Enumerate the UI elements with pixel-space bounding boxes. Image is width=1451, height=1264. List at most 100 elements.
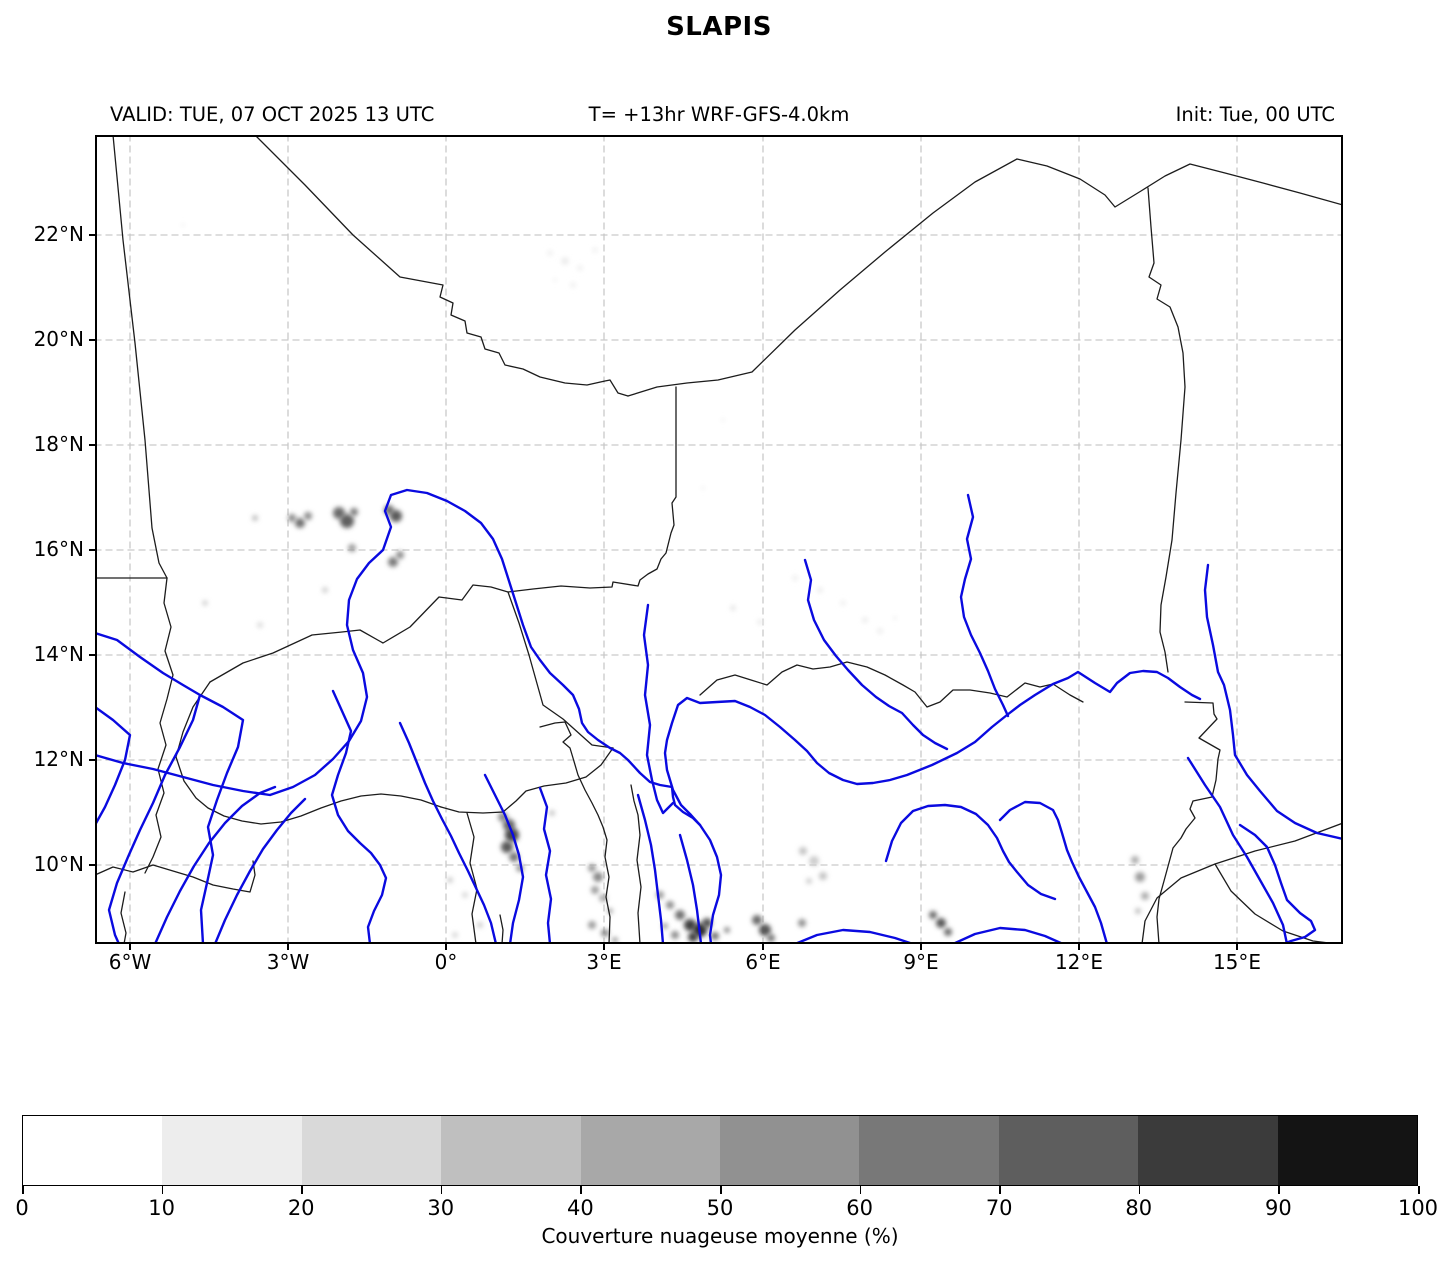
colorbar-tick-mark bbox=[580, 1186, 582, 1194]
grid-layer bbox=[95, 135, 1343, 944]
river bbox=[198, 693, 245, 944]
cloud-blob bbox=[477, 922, 483, 928]
x-tick-label: 3°E bbox=[586, 950, 622, 974]
cloud-blob bbox=[561, 257, 569, 265]
cloud-blob bbox=[792, 575, 798, 581]
river bbox=[1186, 756, 1289, 944]
cloud-blob bbox=[390, 510, 402, 522]
cloud-blob bbox=[570, 282, 576, 288]
river-layer bbox=[95, 488, 1343, 944]
river bbox=[959, 493, 1010, 718]
cloud-blob bbox=[671, 931, 679, 939]
colorbar-segment bbox=[441, 1116, 581, 1185]
colorbar-tick-label: 50 bbox=[706, 1196, 734, 1220]
cloud-blob bbox=[840, 600, 846, 606]
colorbar-tick-mark bbox=[720, 1186, 722, 1194]
x-tick-mark bbox=[1236, 944, 1238, 950]
country-border bbox=[507, 591, 614, 749]
cloud-blob bbox=[599, 894, 607, 902]
cloud-blob bbox=[721, 418, 725, 422]
cloud-blob bbox=[322, 587, 328, 593]
river bbox=[95, 631, 202, 944]
river bbox=[1203, 563, 1343, 841]
country-border bbox=[627, 158, 1018, 397]
y-tick-label: 18°N bbox=[33, 432, 84, 456]
cloud-blob bbox=[662, 923, 668, 929]
river bbox=[483, 773, 525, 944]
cloud-blob bbox=[819, 872, 827, 880]
cloud-blob bbox=[767, 934, 775, 942]
colorbar-tick-mark bbox=[161, 1186, 164, 1194]
cloud-blob bbox=[601, 929, 609, 937]
cloud-blob bbox=[675, 910, 685, 920]
colorbar-tick-label: 80 bbox=[1125, 1196, 1153, 1220]
river bbox=[538, 786, 553, 944]
river bbox=[213, 797, 307, 944]
cloud-blob bbox=[666, 901, 674, 909]
cloud-blob bbox=[593, 872, 603, 882]
country-border bbox=[699, 661, 1084, 708]
colorbar-tick-label: 30 bbox=[427, 1196, 455, 1220]
y-tick-mark bbox=[89, 339, 95, 341]
colorbar-segment bbox=[998, 1116, 1139, 1185]
country-border bbox=[1156, 701, 1221, 944]
colorbar-tick-label: 100 bbox=[1397, 1196, 1439, 1220]
cloud-blob bbox=[936, 918, 946, 928]
river bbox=[636, 793, 665, 944]
cloud-blob bbox=[809, 856, 819, 866]
cloud-blob bbox=[806, 878, 812, 884]
model-text: T= +13hr WRF-GFS-4.0km bbox=[588, 103, 850, 126]
colorbar-tick-label: 20 bbox=[287, 1196, 315, 1220]
colorbar-label: Couverture nuageuse moyenne (%) bbox=[541, 1224, 899, 1248]
cloud-blob bbox=[711, 932, 719, 940]
country-border bbox=[1147, 187, 1186, 673]
colorbar-tick-label: 60 bbox=[846, 1196, 873, 1220]
cloud-blob bbox=[862, 617, 868, 623]
cloud-blob bbox=[252, 515, 258, 521]
river bbox=[793, 928, 915, 944]
river bbox=[663, 669, 1202, 827]
x-tick-label: 3°W bbox=[266, 950, 310, 974]
cloud-layer bbox=[181, 223, 1149, 943]
colorbar-tick-mark bbox=[859, 1186, 862, 1194]
cloud-blob bbox=[1131, 856, 1139, 864]
colorbar-tick-label: 40 bbox=[567, 1196, 594, 1220]
y-tick-label: 20°N bbox=[33, 327, 84, 351]
cloud-blob bbox=[447, 877, 453, 883]
country-border bbox=[466, 812, 478, 944]
cloud-blob bbox=[893, 616, 897, 620]
country-border bbox=[1141, 822, 1343, 944]
country-border bbox=[120, 891, 127, 944]
init-text: Init: Tue, 00 UTC bbox=[1175, 103, 1335, 126]
cloud-blob bbox=[462, 892, 468, 898]
y-tick-label: 14°N bbox=[33, 642, 84, 666]
cloud-blob bbox=[798, 919, 806, 927]
river bbox=[998, 800, 1109, 944]
map-area bbox=[95, 135, 1343, 944]
cloud-blob bbox=[350, 508, 358, 516]
cloud-blob bbox=[1135, 872, 1145, 882]
country-border bbox=[507, 386, 677, 593]
country-border bbox=[209, 584, 509, 683]
cloud-blob bbox=[553, 278, 557, 282]
colorbar-tick-mark bbox=[440, 1186, 443, 1194]
cloud-blob bbox=[396, 551, 404, 559]
cloud-blob bbox=[547, 250, 553, 256]
colorbar-segment bbox=[23, 1116, 163, 1185]
x-tick-label: 9°E bbox=[903, 950, 939, 974]
colorbar-segment bbox=[580, 1116, 721, 1185]
x-tick-label: 0° bbox=[434, 950, 458, 974]
map-svg bbox=[95, 135, 1343, 944]
colorbar-tick-mark bbox=[22, 1186, 24, 1194]
cloud-blob bbox=[702, 918, 712, 928]
colorbar-tick-label: 10 bbox=[148, 1196, 175, 1220]
cloud-blob bbox=[701, 486, 705, 490]
colorbar-tick-mark bbox=[1418, 1186, 1420, 1194]
country-border bbox=[440, 747, 614, 814]
colorbar-segment bbox=[720, 1116, 860, 1185]
y-tick-label: 16°N bbox=[33, 537, 84, 561]
river bbox=[951, 926, 1065, 944]
colorbar-tick-mark bbox=[1278, 1186, 1280, 1194]
cloud-blob bbox=[509, 852, 519, 862]
